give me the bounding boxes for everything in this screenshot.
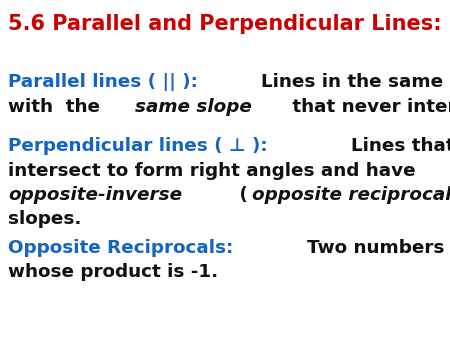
Text: with  the: with the: [8, 98, 107, 116]
Text: (: (: [233, 186, 248, 204]
Text: Perpendicular lines ( ⊥ ):: Perpendicular lines ( ⊥ ):: [8, 137, 274, 155]
Text: Two numbers: Two numbers: [307, 239, 444, 257]
Text: opposite reciprocal: opposite reciprocal: [252, 186, 450, 204]
Text: that never intersect.: that never intersect.: [286, 98, 450, 116]
Text: Lines in the same plane: Lines in the same plane: [261, 73, 450, 91]
Text: opposite-inverse: opposite-inverse: [8, 186, 182, 204]
Text: Parallel lines ( || ):: Parallel lines ( || ):: [8, 73, 204, 91]
Text: 5.6 Parallel and Perpendicular Lines:: 5.6 Parallel and Perpendicular Lines:: [8, 14, 442, 34]
Text: Opposite Reciprocals:: Opposite Reciprocals:: [8, 239, 240, 257]
Text: whose product is -1.: whose product is -1.: [8, 264, 218, 282]
Text: intersect to form right angles and have: intersect to form right angles and have: [8, 162, 416, 179]
Text: slopes.: slopes.: [8, 210, 81, 228]
Text: same slope: same slope: [135, 98, 252, 116]
Text: Lines that: Lines that: [351, 137, 450, 155]
